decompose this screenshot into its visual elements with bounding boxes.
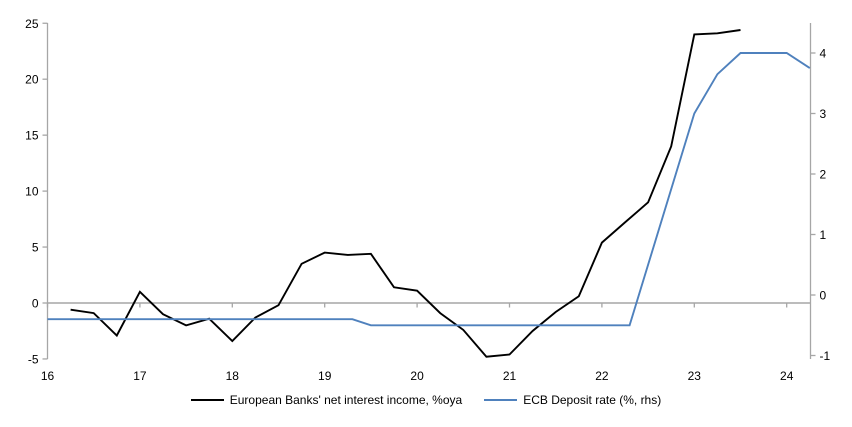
left-axis-tick-label: 0 <box>32 297 39 311</box>
x-axis-tick-label: 22 <box>595 369 609 383</box>
left-axis-tick-label: 5 <box>32 241 39 255</box>
legend-label-ecb: ECB Deposit rate (%, rhs) <box>523 393 662 407</box>
series-ecb-line <box>47 52 811 327</box>
left-axis-tick-label: 20 <box>25 73 39 87</box>
left-axis-tick-label: -5 <box>28 352 39 366</box>
x-axis-tick-label: 18 <box>226 369 240 383</box>
x-axis-tick-label: 16 <box>41 369 55 383</box>
x-axis-tick-label: 17 <box>133 369 147 383</box>
series-nii-line <box>70 29 741 358</box>
x-axis-tick-label: 20 <box>410 369 424 383</box>
right-axis-tick-label: 3 <box>820 107 827 121</box>
legend-line-black-swatch <box>190 399 224 401</box>
chart-legend: European Banks' net interest income, %oy… <box>0 393 852 407</box>
right-axis-tick-label: -1 <box>820 349 831 363</box>
x-axis-tick-label: 19 <box>318 369 332 383</box>
x-axis-tick-label: 24 <box>780 369 794 383</box>
x-axis-tick-label: 23 <box>688 369 702 383</box>
right-axis-tick-label: 2 <box>820 168 827 182</box>
left-axis-tick-label: 25 <box>25 17 39 31</box>
right-axis-tick-label: 0 <box>820 289 827 303</box>
right-axis-tick-label: 1 <box>820 228 827 242</box>
legend-label-nii: European Banks' net interest income, %oy… <box>229 393 463 407</box>
legend-entry-nii: European Banks' net interest income, %oy… <box>190 393 463 407</box>
legend-line-blue-swatch <box>484 399 518 401</box>
left-axis-tick-label: 10 <box>25 185 39 199</box>
left-axis-tick-label: 15 <box>25 129 39 143</box>
legend-entry-ecb: ECB Deposit rate (%, rhs) <box>484 393 661 407</box>
x-axis-tick-label: 21 <box>503 369 517 383</box>
right-axis-tick-label: 4 <box>820 47 827 61</box>
